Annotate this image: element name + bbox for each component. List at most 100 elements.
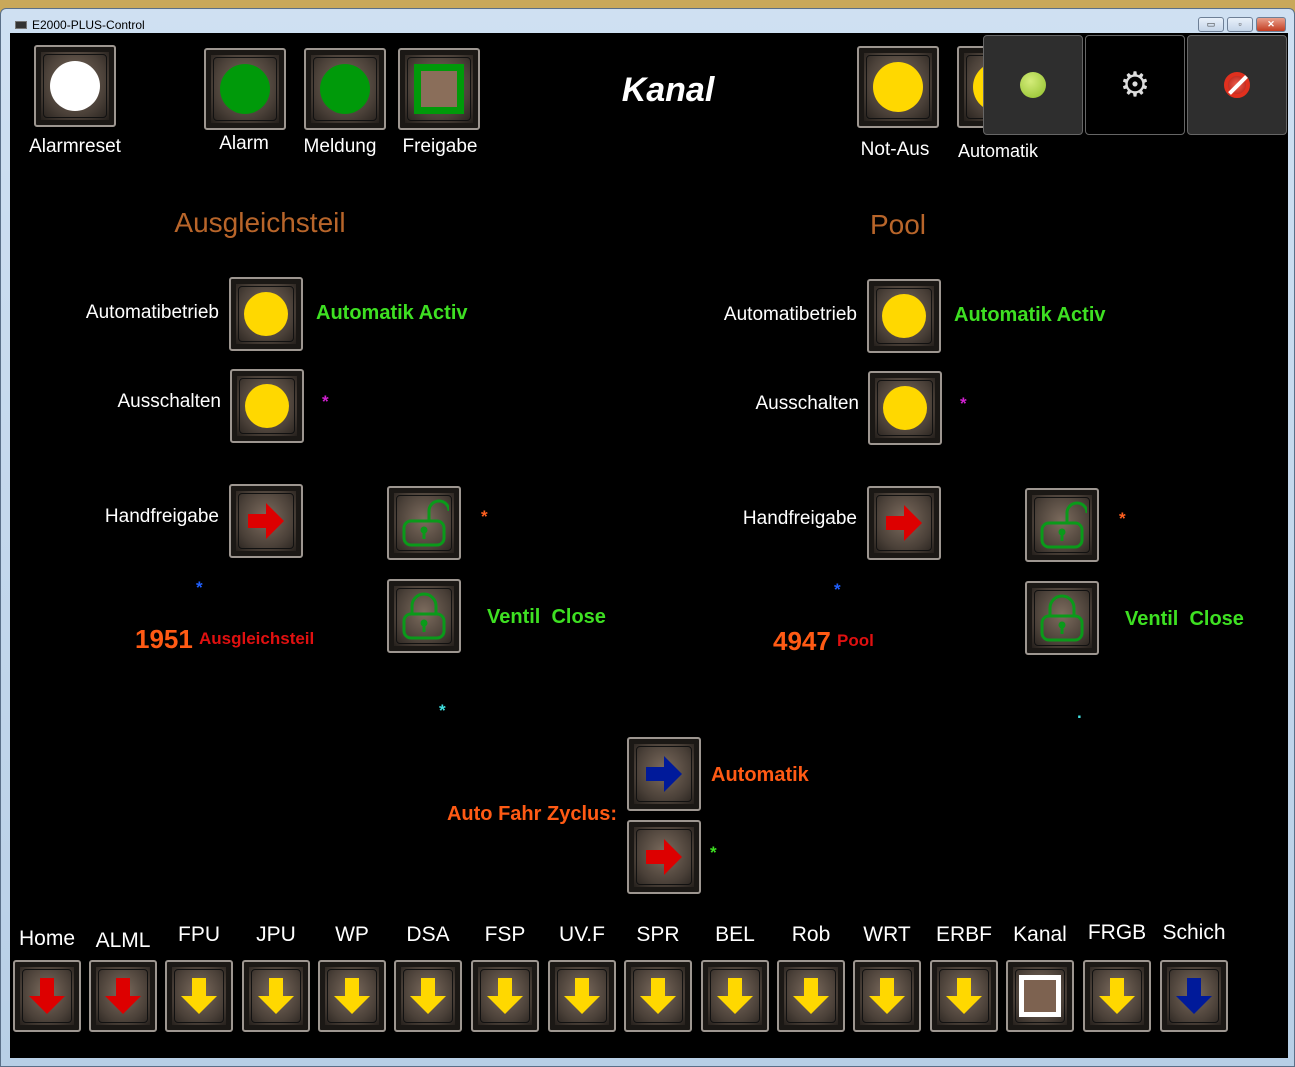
page-title: Kanal bbox=[621, 71, 715, 109]
title-bar: E2000-PLUS-Control bbox=[15, 18, 145, 32]
right-unlock-button[interactable] bbox=[1025, 488, 1099, 562]
nav-label: FSP bbox=[484, 923, 526, 946]
left-automatik-status: Automatik Activ bbox=[316, 302, 468, 324]
left-lock-button[interactable] bbox=[387, 579, 461, 653]
minimize-button[interactable]: ▭ bbox=[1198, 17, 1224, 32]
blue-arrow-right-icon bbox=[646, 756, 682, 792]
left-counter: 1951 bbox=[135, 624, 193, 654]
cycle-manual-button[interactable] bbox=[627, 820, 701, 894]
alarmreset-button[interactable] bbox=[34, 45, 116, 127]
auto-fahr-zyclus-label: Auto Fahr Zyclus: bbox=[446, 803, 617, 825]
close-button[interactable]: ✕ bbox=[1256, 17, 1286, 32]
nav-label: DSA bbox=[406, 923, 450, 946]
left-ausschalten-star: * bbox=[322, 392, 329, 411]
window-title: E2000-PLUS-Control bbox=[32, 18, 145, 32]
right-ausschalten-button[interactable] bbox=[868, 371, 942, 445]
nav-button-alml[interactable] bbox=[89, 960, 157, 1032]
current-page-square-icon bbox=[1019, 975, 1061, 1017]
not-aus-label: Not-Aus bbox=[860, 139, 930, 160]
left-blue-star: * bbox=[196, 578, 203, 597]
left-counter-name: Ausgleichsteil bbox=[199, 629, 315, 648]
left-heading: Ausgleichsteil bbox=[174, 207, 346, 238]
alarm-label: Alarm bbox=[219, 133, 269, 154]
nav-label: ALML bbox=[95, 929, 151, 952]
yellow-lamp-icon bbox=[873, 62, 923, 112]
nav-label: WP bbox=[335, 923, 369, 946]
nav-button-jpu[interactable] bbox=[242, 960, 310, 1032]
left-ventil-status: Ventil Close bbox=[487, 606, 606, 628]
nav-button-home[interactable] bbox=[13, 960, 81, 1032]
right-handfreigabe-label: Handfreigabe bbox=[742, 508, 857, 529]
nav-label: ERBF bbox=[935, 923, 993, 946]
right-ausschalten-star: * bbox=[960, 394, 967, 413]
nav-label: JPU bbox=[256, 923, 296, 946]
not-aus-button[interactable] bbox=[857, 46, 939, 128]
green-lamp-icon bbox=[320, 64, 370, 114]
nav-label: BEL bbox=[715, 923, 755, 946]
yellow-lamp-icon bbox=[883, 386, 927, 430]
nav-button-schich[interactable] bbox=[1160, 960, 1228, 1032]
right-ausschalten-label: Ausschalten bbox=[755, 393, 859, 414]
nav-label: Rob bbox=[791, 923, 831, 946]
left-handfreigabe-label: Handfreigabe bbox=[104, 506, 219, 527]
nav-button-rob[interactable] bbox=[777, 960, 845, 1032]
nav-button-uvf[interactable] bbox=[548, 960, 616, 1032]
meldung-indicator[interactable] bbox=[304, 48, 386, 130]
nav-button-dsa[interactable] bbox=[394, 960, 462, 1032]
settings-panel[interactable]: ⚙ bbox=[1085, 35, 1185, 135]
right-cyan-mark: . bbox=[1077, 703, 1082, 722]
gear-icon: ⚙ bbox=[1119, 66, 1151, 104]
left-automatikbetrieb-button[interactable] bbox=[229, 277, 303, 351]
yellow-lamp-icon bbox=[244, 292, 288, 336]
maximize-button[interactable]: ▫ bbox=[1227, 17, 1253, 32]
alarm-indicator[interactable] bbox=[204, 48, 286, 130]
left-cyan-mark: * bbox=[439, 701, 446, 720]
nav-button-fpu[interactable] bbox=[165, 960, 233, 1032]
nav-label: WRT bbox=[863, 923, 911, 946]
green-lamp-icon bbox=[220, 64, 270, 114]
green-square-icon bbox=[414, 64, 464, 114]
nav-button-wp[interactable] bbox=[318, 960, 386, 1032]
left-unlock-button[interactable] bbox=[387, 486, 461, 560]
green-status-icon bbox=[1020, 72, 1046, 98]
nav-label: FPU bbox=[178, 923, 220, 946]
nav-label: SPR bbox=[636, 923, 680, 946]
nav-label: Home bbox=[18, 927, 76, 950]
automatik-label: Automatik bbox=[957, 141, 1039, 161]
right-automatikbetrieb-label: Automatibetrieb bbox=[723, 304, 857, 325]
right-lock-star: * bbox=[1119, 509, 1126, 528]
right-lock-button[interactable] bbox=[1025, 581, 1099, 655]
nav-button-erbf[interactable] bbox=[930, 960, 998, 1032]
left-handfreigabe-button[interactable] bbox=[229, 484, 303, 558]
left-ausschalten-button[interactable] bbox=[230, 369, 304, 443]
cycle-star: * bbox=[710, 843, 717, 862]
nav-label: UV.F bbox=[559, 923, 605, 946]
freigabe-indicator[interactable] bbox=[398, 48, 480, 130]
nav-button-fsp[interactable] bbox=[471, 960, 539, 1032]
nav-label: Kanal bbox=[1013, 923, 1067, 946]
cycle-mode-status: Automatik bbox=[711, 764, 809, 786]
right-blue-star: * bbox=[834, 580, 841, 599]
nav-button-wrt[interactable] bbox=[853, 960, 921, 1032]
nav-button-bel[interactable] bbox=[701, 960, 769, 1032]
status-panel[interactable] bbox=[983, 35, 1083, 135]
stop-panel[interactable] bbox=[1187, 35, 1287, 135]
right-ventil-status: Ventil Close bbox=[1125, 608, 1244, 630]
freigabe-label: Freigabe bbox=[402, 136, 478, 157]
nav-button-spr[interactable] bbox=[624, 960, 692, 1032]
right-automatikbetrieb-button[interactable] bbox=[867, 279, 941, 353]
right-heading: Pool bbox=[869, 209, 927, 240]
meldung-label: Meldung bbox=[303, 136, 377, 157]
white-lamp-icon bbox=[50, 61, 100, 111]
red-arrow-right-icon bbox=[646, 839, 682, 875]
right-counter-name: Pool bbox=[837, 631, 874, 650]
no-entry-icon bbox=[1224, 72, 1250, 98]
left-automatikbetrieb-label: Automatibetrieb bbox=[85, 302, 219, 323]
nav-button-frgb[interactable] bbox=[1083, 960, 1151, 1032]
cycle-automatik-button[interactable] bbox=[627, 737, 701, 811]
yellow-lamp-icon bbox=[245, 384, 289, 428]
right-handfreigabe-button[interactable] bbox=[867, 486, 941, 560]
nav-button-kanal[interactable] bbox=[1006, 960, 1074, 1032]
nav-label: FRGB bbox=[1087, 921, 1147, 944]
yellow-lamp-icon bbox=[882, 294, 926, 338]
